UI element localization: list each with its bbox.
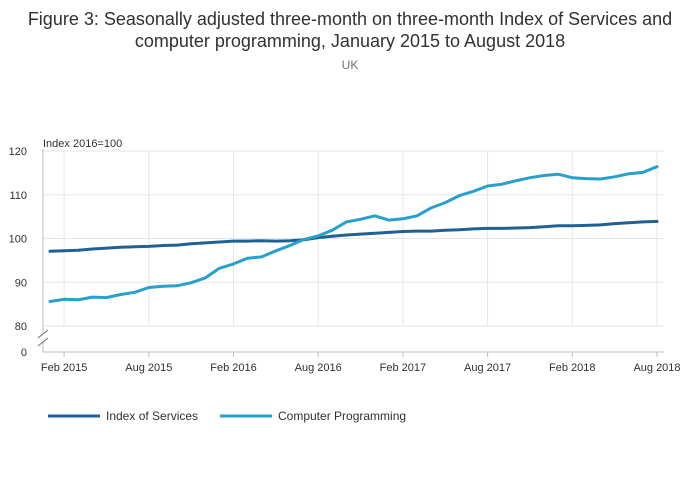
y-tick-label: 80 [15,321,27,333]
x-tick-label: Feb 2018 [549,362,595,374]
x-tick-label: Aug 2016 [295,362,342,374]
y-tick-label: 100 [9,234,27,246]
x-tick-label: Aug 2017 [464,362,511,374]
x-tick-label: Aug 2018 [633,362,680,374]
y-tick-label: 110 [9,190,27,202]
axis-break-mark [37,337,49,347]
x-tick-label: Aug 2015 [125,362,172,374]
y-tick-label-zero: 0 [21,347,27,359]
x-tick-label: Feb 2016 [210,362,256,374]
legend-label[interactable]: Computer Programming [278,409,406,423]
x-tick-label: Feb 2015 [41,362,87,374]
chart-title: Figure 3: Seasonally adjusted three-mont… [27,9,673,51]
legend: Index of Services Computer Programming [48,409,406,423]
series-lines [48,165,659,303]
legend-label[interactable]: Index of Services [106,409,198,423]
series-line-index-of-services [48,219,659,253]
y-axis-label: Index 2016=100 [43,138,122,150]
x-tick-label: Feb 2017 [380,362,426,374]
y-tick-label: 120 [9,146,27,158]
y-tick-label: 90 [15,277,27,289]
axes: 80 90 100 110 120 0 Index 2016=100 Feb 2015 Aug … [9,138,681,374]
axis-break-mark [37,329,49,339]
chart-subtitle: UK [341,58,359,72]
series-line-computer-programming [48,165,659,303]
